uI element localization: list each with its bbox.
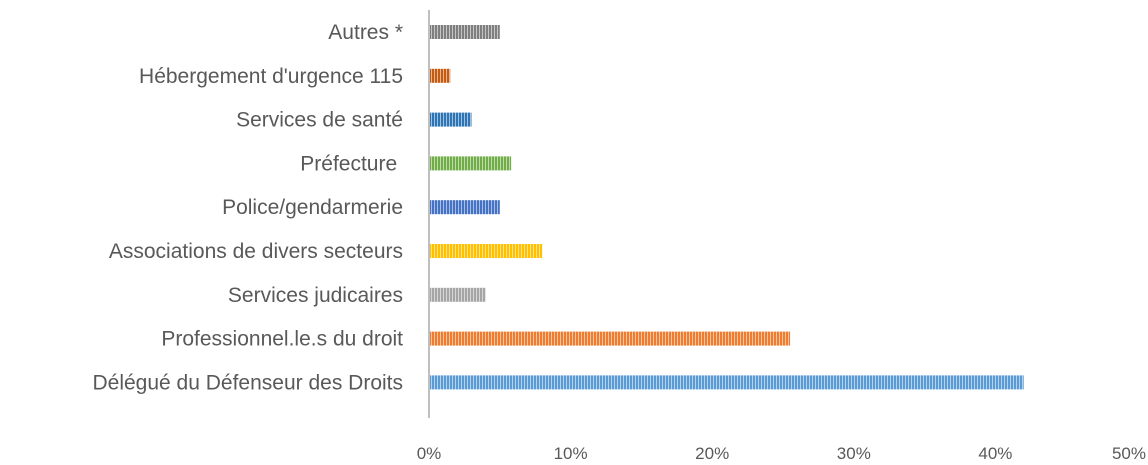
category-label: Police/gendarmerie <box>222 196 403 219</box>
category-label: Autres * <box>328 21 403 44</box>
category-label: Associations de divers secteurs <box>109 240 403 263</box>
category-label: Préfecture <box>300 152 403 175</box>
bar-5 <box>430 200 500 215</box>
bar-6 <box>430 244 543 258</box>
category-label: Hébergement d'urgence 115 <box>139 65 403 88</box>
bar-4 <box>430 156 512 171</box>
bar-3 <box>430 112 472 127</box>
bar-2 <box>430 68 451 83</box>
x-tick-labels: 0% 10% 20% 30% 40% 50% <box>417 444 1146 463</box>
category-label: Délégué du Défenseur des Droits <box>92 371 403 394</box>
bar-9 <box>430 375 1024 390</box>
category-label: Services judicaires <box>228 284 403 307</box>
x-tick-label: 20% <box>695 444 729 463</box>
category-label: Services de santé <box>236 109 403 132</box>
x-tick-label: 10% <box>554 444 588 463</box>
bar-8 <box>430 331 791 346</box>
x-tick-label: 40% <box>978 444 1012 463</box>
x-tick-label: 50% <box>1112 444 1146 463</box>
category-labels: Autres * Hébergement d'urgence 115 Service… <box>92 21 403 394</box>
bar-7 <box>430 287 486 302</box>
category-label: Professionnel.le.s du droit <box>161 328 403 351</box>
bar-1 <box>430 25 500 39</box>
bars-group <box>430 25 1024 390</box>
x-tick-label: 30% <box>837 444 871 463</box>
x-tick-label: 0% <box>417 444 442 463</box>
